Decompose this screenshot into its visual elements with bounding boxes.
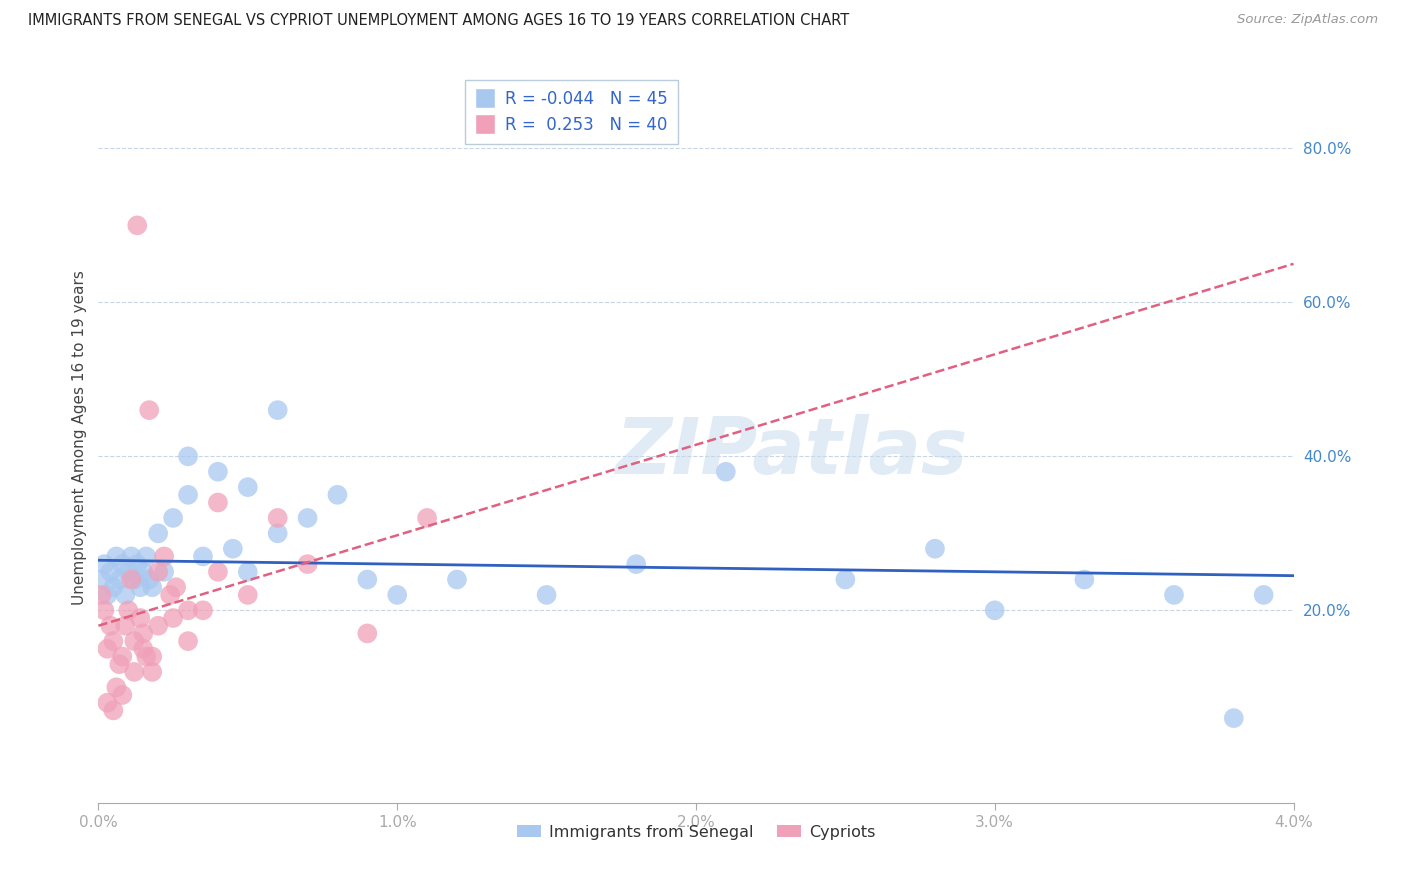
Point — [385, 588, 409, 602]
Point — [1163, 588, 1185, 602]
Point — [117, 565, 139, 579]
Point — [93, 603, 115, 617]
Point — [834, 573, 856, 587]
Point — [117, 603, 139, 617]
Point — [108, 657, 131, 672]
Point — [103, 580, 125, 594]
Point — [356, 626, 378, 640]
Point — [1073, 573, 1095, 587]
Point — [105, 549, 128, 564]
Point — [236, 565, 259, 579]
Point — [236, 480, 259, 494]
Point — [90, 588, 112, 602]
Point — [714, 465, 737, 479]
Point — [90, 573, 112, 587]
Point — [191, 549, 214, 564]
Point — [138, 573, 160, 587]
Point — [127, 557, 149, 571]
Point — [103, 634, 125, 648]
Point — [111, 649, 134, 664]
Point — [141, 649, 163, 664]
Point — [162, 511, 184, 525]
Point — [446, 573, 468, 587]
Point — [148, 618, 170, 632]
Point — [96, 696, 118, 710]
Point — [111, 688, 134, 702]
Point — [124, 573, 146, 587]
Point — [98, 565, 122, 579]
Point — [114, 618, 136, 632]
Point — [129, 580, 152, 594]
Point — [356, 573, 378, 587]
Point — [138, 403, 160, 417]
Point — [127, 219, 149, 233]
Point — [177, 603, 200, 617]
Point — [297, 511, 319, 525]
Point — [153, 549, 176, 564]
Point — [129, 611, 152, 625]
Point — [191, 603, 214, 617]
Point — [153, 565, 176, 579]
Point — [141, 580, 163, 594]
Point — [148, 526, 170, 541]
Point — [124, 634, 146, 648]
Point — [96, 588, 118, 602]
Point — [222, 541, 245, 556]
Point — [267, 403, 290, 417]
Point — [98, 618, 122, 632]
Point — [416, 511, 439, 525]
Text: Source: ZipAtlas.com: Source: ZipAtlas.com — [1237, 13, 1378, 27]
Point — [236, 588, 259, 602]
Point — [111, 557, 134, 571]
Point — [105, 681, 128, 695]
Text: ZIPatlas: ZIPatlas — [616, 414, 967, 490]
Point — [159, 588, 181, 602]
Y-axis label: Unemployment Among Ages 16 to 19 years: Unemployment Among Ages 16 to 19 years — [72, 269, 87, 605]
Point — [96, 641, 118, 656]
Point — [626, 557, 648, 571]
Point — [207, 495, 229, 509]
Point — [135, 649, 157, 664]
Point — [93, 557, 115, 571]
Point — [924, 541, 946, 556]
Point — [177, 488, 200, 502]
Point — [132, 565, 155, 579]
Point — [135, 549, 157, 564]
Point — [297, 557, 319, 571]
Point — [267, 526, 290, 541]
Point — [124, 665, 146, 679]
Point — [326, 488, 349, 502]
Point — [103, 703, 125, 717]
Point — [132, 641, 155, 656]
Point — [1253, 588, 1275, 602]
Point — [267, 511, 290, 525]
Point — [207, 565, 229, 579]
Point — [165, 580, 187, 594]
Point — [536, 588, 558, 602]
Point — [120, 573, 142, 587]
Point — [132, 626, 155, 640]
Point — [162, 611, 184, 625]
Text: IMMIGRANTS FROM SENEGAL VS CYPRIOT UNEMPLOYMENT AMONG AGES 16 TO 19 YEARS CORREL: IMMIGRANTS FROM SENEGAL VS CYPRIOT UNEMP… — [28, 13, 849, 29]
Point — [114, 588, 136, 602]
Point — [120, 549, 142, 564]
Legend: Immigrants from Senegal, Cypriots: Immigrants from Senegal, Cypriots — [510, 818, 882, 846]
Point — [177, 634, 200, 648]
Point — [984, 603, 1007, 617]
Point — [177, 450, 200, 464]
Point — [207, 465, 229, 479]
Point — [1223, 711, 1246, 725]
Point — [148, 565, 170, 579]
Point — [108, 573, 131, 587]
Point — [141, 665, 163, 679]
